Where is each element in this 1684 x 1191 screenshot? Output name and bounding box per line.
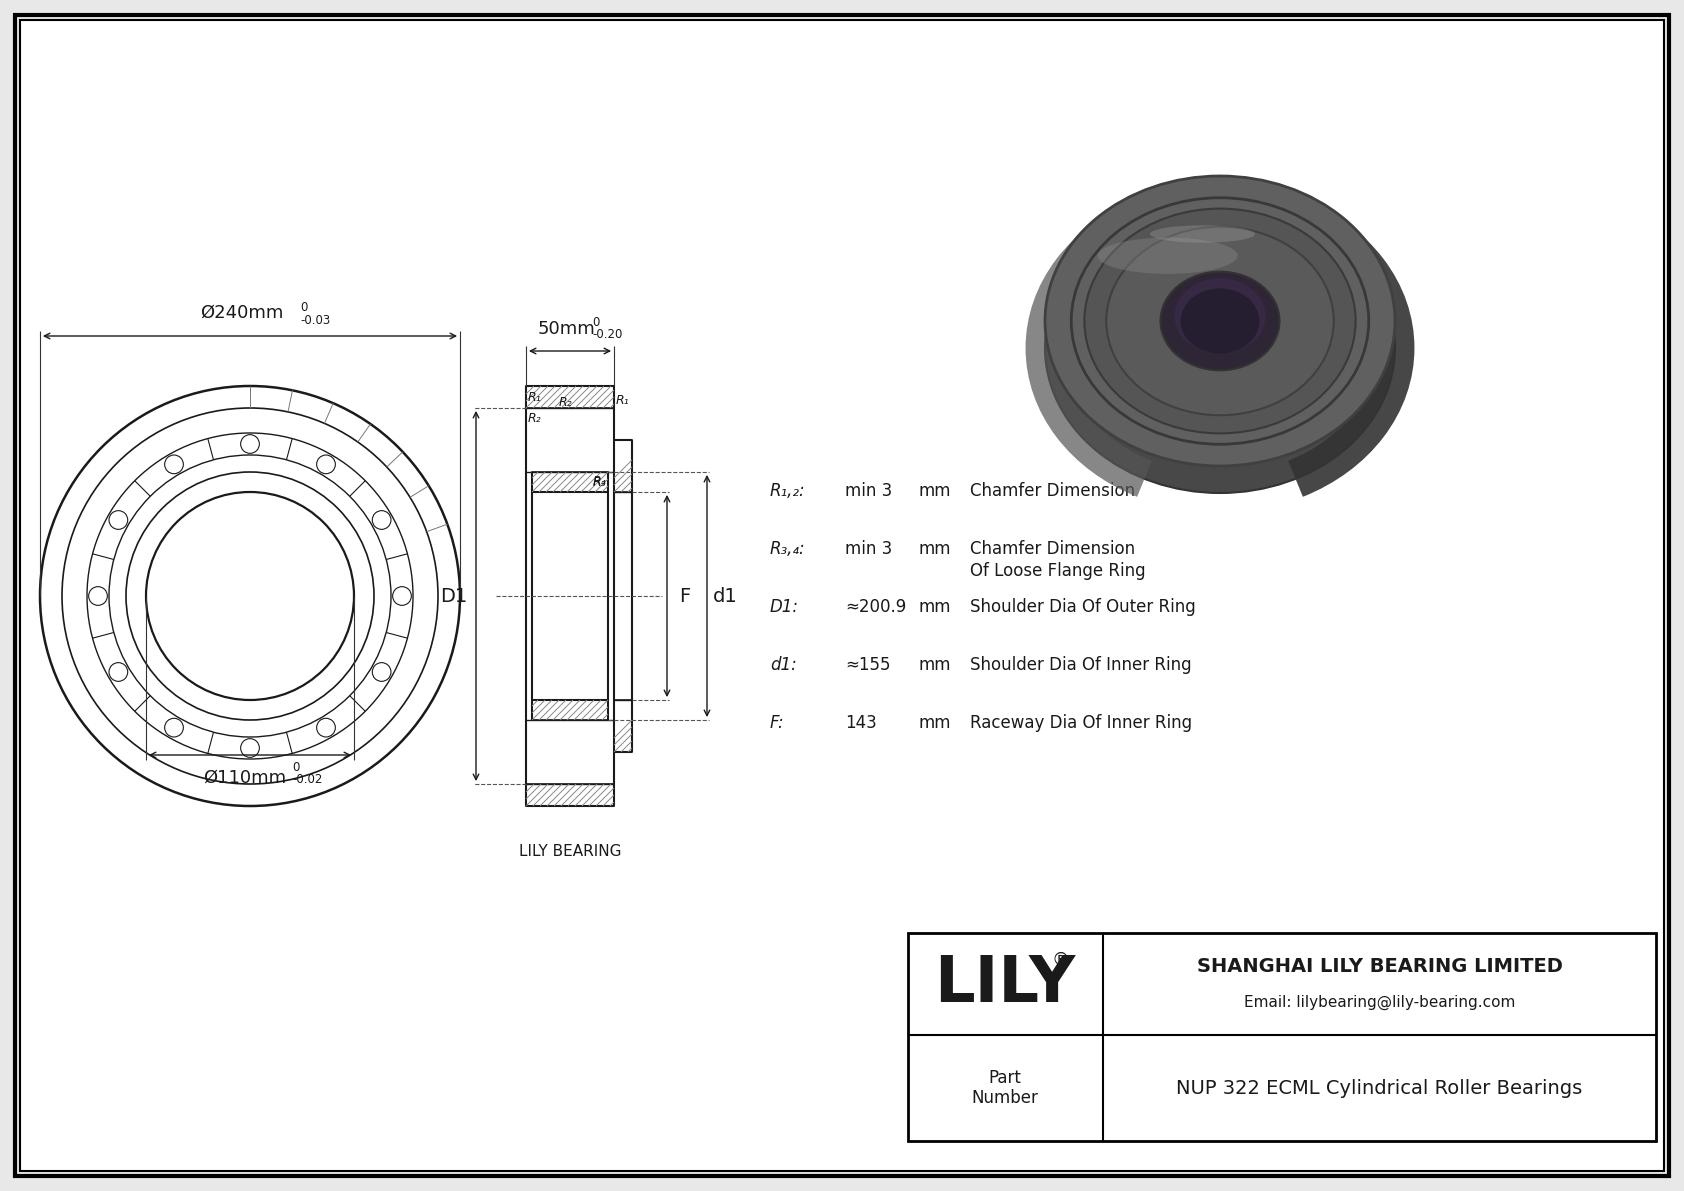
Bar [525, 386, 615, 409]
Text: 0: 0 [593, 316, 600, 329]
Text: Shoulder Dia Of Inner Ring: Shoulder Dia Of Inner Ring [970, 656, 1192, 674]
Ellipse shape [1106, 226, 1334, 416]
Text: min 3: min 3 [845, 482, 893, 500]
Bar [532, 472, 608, 492]
Text: F:: F: [770, 713, 785, 732]
Text: 50mm: 50mm [537, 320, 594, 338]
Ellipse shape [1174, 279, 1265, 354]
Text: 143: 143 [845, 713, 877, 732]
Text: R₂: R₂ [529, 412, 542, 425]
Text: R₁: R₁ [616, 394, 630, 407]
Text: ≈200.9: ≈200.9 [845, 598, 906, 616]
Text: LILY BEARING: LILY BEARING [519, 844, 621, 859]
Ellipse shape [1046, 176, 1394, 466]
Ellipse shape [1160, 272, 1280, 370]
Text: mm: mm [918, 656, 950, 674]
Bar [532, 700, 608, 721]
Text: Ø110mm: Ø110mm [204, 769, 286, 787]
Text: -0.20: -0.20 [593, 328, 623, 341]
Text: d1: d1 [712, 586, 738, 605]
Text: R₁,₂:: R₁,₂: [770, 482, 805, 500]
Text: Shoulder Dia Of Outer Ring: Shoulder Dia Of Outer Ring [970, 598, 1196, 616]
Text: Chamfer Dimension: Chamfer Dimension [970, 482, 1135, 500]
Text: 0: 0 [291, 761, 300, 774]
Text: Email: lilybearing@lily-bearing.com: Email: lilybearing@lily-bearing.com [1244, 994, 1516, 1010]
Ellipse shape [1180, 288, 1260, 354]
Text: D1: D1 [441, 586, 468, 605]
Bar [615, 700, 632, 752]
Text: SHANGHAI LILY BEARING LIMITED: SHANGHAI LILY BEARING LIMITED [1197, 956, 1563, 975]
Text: -0.02: -0.02 [291, 773, 322, 786]
Text: D1:: D1: [770, 598, 798, 616]
Text: -0.03: -0.03 [300, 314, 330, 328]
Text: Part
Number: Part Number [972, 1068, 1039, 1108]
Text: LILY: LILY [935, 953, 1076, 1015]
Text: R₂: R₂ [557, 395, 573, 409]
Text: Ø240mm: Ø240mm [200, 304, 283, 322]
Bar [908, 933, 1655, 1141]
Text: min 3: min 3 [845, 540, 893, 559]
Text: R₄: R₄ [593, 475, 606, 488]
Bar [615, 439, 632, 492]
Text: Of Loose Flange Ring: Of Loose Flange Ring [970, 562, 1145, 580]
Ellipse shape [1046, 202, 1394, 493]
Text: d1:: d1: [770, 656, 797, 674]
Text: Raceway Dia Of Inner Ring: Raceway Dia Of Inner Ring [970, 713, 1192, 732]
Ellipse shape [1150, 225, 1255, 243]
Text: ®: ® [1051, 950, 1069, 969]
Text: mm: mm [918, 482, 950, 500]
Text: R₁: R₁ [529, 391, 542, 404]
Text: Chamfer Dimension: Chamfer Dimension [970, 540, 1135, 559]
Ellipse shape [1098, 238, 1238, 274]
Text: mm: mm [918, 540, 950, 559]
Text: mm: mm [918, 713, 950, 732]
Text: mm: mm [918, 598, 950, 616]
Text: 0: 0 [300, 301, 308, 314]
Ellipse shape [1084, 208, 1356, 434]
Text: R₃: R₃ [593, 476, 606, 490]
Text: ≈155: ≈155 [845, 656, 891, 674]
Text: NUP 322 ECML Cylindrical Roller Bearings: NUP 322 ECML Cylindrical Roller Bearings [1177, 1079, 1583, 1097]
Bar [525, 784, 615, 806]
Text: R₃,₄:: R₃,₄: [770, 540, 805, 559]
Text: F: F [679, 586, 690, 605]
